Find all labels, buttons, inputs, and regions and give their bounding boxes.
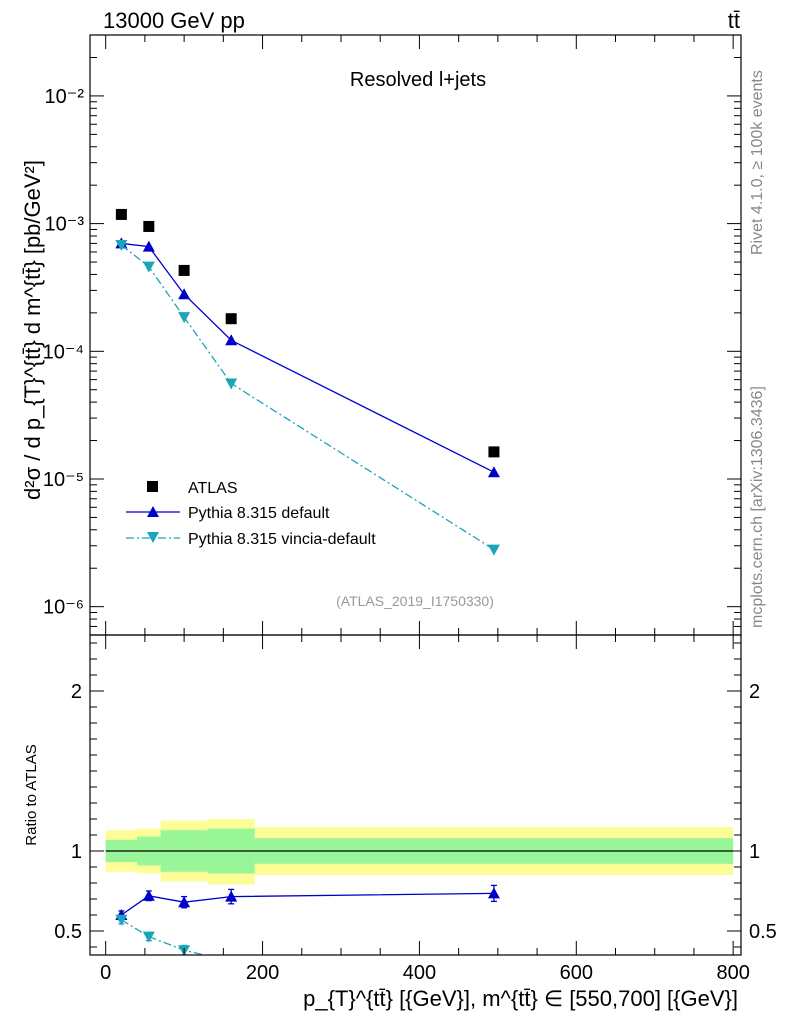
legend-label-pythia-default: Pythia 8.315 default <box>188 505 330 522</box>
pythia-8-315-vincia-default-point <box>487 544 500 556</box>
y-tick-label: 10⁻² <box>45 86 85 108</box>
mcplots-label: mcplots.cern.ch [arXiv:1306.3436] <box>749 386 766 628</box>
x-tick-label: 600 <box>560 962 593 984</box>
bottom-panel-frame <box>89 634 742 956</box>
pythia-8-315-default-ratio-point <box>178 896 191 908</box>
x-axis-label: p_{T}^{tt̄} [{GeV}], m^{tt̄} ∈ [550,700]… <box>303 986 738 1011</box>
pythia-8-315-default-point <box>178 288 191 300</box>
pythia-8-315-vincia-default-line <box>120 244 495 551</box>
pythia-8-315-default-ratio-point <box>225 890 238 902</box>
legend-marker-pythia-vincia <box>147 532 159 543</box>
pythia-8-315-default-point <box>142 240 155 252</box>
x-tick-label: 400 <box>403 962 436 984</box>
y-axis-label: d²σ / d p_{T}^{tt̄} d m^{tt̄} [pb/GeV²] <box>20 160 45 500</box>
pythia-8-315-default-ratio-line <box>121 892 494 916</box>
header-left: 13000 GeV pp <box>103 8 245 33</box>
y-tick-label: 10⁻⁵ <box>43 469 84 491</box>
ratio-panel-content <box>105 819 734 967</box>
y-tick-label: 10⁻³ <box>45 214 85 236</box>
pythia-8-315-default-line <box>121 242 495 473</box>
pythia-8-315-vincia-default-ratio-point <box>142 931 155 943</box>
atlas-point <box>178 264 190 276</box>
ratio-y-tick-label-right: 0.5 <box>749 921 777 943</box>
pythia-8-315-default-ratio-point <box>142 889 155 901</box>
legend-label-pythia-vincia: Pythia 8.315 vincia-default <box>188 531 376 548</box>
ratio-y-axis-label: Ratio to ATLAS <box>23 744 40 845</box>
header-right: tt̄ <box>728 8 740 33</box>
rivet-label: Rivet 4.1.0, ≥ 100k events <box>749 70 766 255</box>
pythia-8-315-default-ratio-point <box>487 887 500 899</box>
x-tick-label: 200 <box>246 962 279 984</box>
legend-item-atlas: ATLAS <box>147 480 238 497</box>
ratio-y-tick-label-right: 2 <box>749 681 760 703</box>
ratio-y-tick-label: 2 <box>71 681 82 703</box>
atlas-point <box>225 313 237 325</box>
top-panel: 10⁻² 10⁻³ 10⁻⁴ 10⁻⁵ 10⁻⁶ Resolved l+jets (AT… <box>20 34 742 636</box>
x-tick-label: 0 <box>100 962 111 984</box>
ratio-y-tick-label: 0.5 <box>54 921 82 943</box>
ratio-y-tick-label-right: 1 <box>749 841 760 863</box>
atlas-point <box>143 220 155 232</box>
chart-title: Resolved l+jets <box>350 69 486 91</box>
watermark: (ATLAS_2019_I1750330) <box>336 593 494 609</box>
pythia-8-315-vincia-default-ratio-line <box>121 919 208 955</box>
legend-item-pythia-default: Pythia 8.315 default <box>126 505 330 522</box>
y-tick-label: 10⁻⁶ <box>43 597 84 619</box>
ratio-y-tick-label: 1 <box>71 841 82 863</box>
pythia-8-315-vincia-default-point <box>142 261 155 273</box>
atlas-point <box>488 446 500 458</box>
y-tick-label: 10⁻⁴ <box>43 341 84 363</box>
pythia-8-315-default-point <box>225 334 238 346</box>
pythia-8-315-vincia-default-point <box>178 312 191 324</box>
legend-marker-pythia-default <box>147 506 159 517</box>
legend: ATLAS Pythia 8.315 default Pythia 8.315 … <box>126 480 376 548</box>
pythia-8-315-vincia-default-point <box>225 378 238 390</box>
pythia-8-315-default-point <box>487 466 500 478</box>
legend-item-pythia-vincia: Pythia 8.315 vincia-default <box>126 531 376 548</box>
pythia-8-315-vincia-default-ratio-point <box>225 956 237 967</box>
x-tick-label: 800 <box>716 962 749 984</box>
top-panel-ticks: 10⁻² 10⁻³ 10⁻⁴ 10⁻⁵ 10⁻⁶ <box>43 34 741 636</box>
pythia-8-315-vincia-default-ratio-point <box>115 914 128 926</box>
top-panel-content <box>115 208 500 556</box>
pythia-8-315-vincia-default-point <box>115 239 128 251</box>
legend-marker-atlas <box>147 481 158 492</box>
legend-label-atlas: ATLAS <box>188 480 238 497</box>
atlas-point <box>115 208 127 220</box>
